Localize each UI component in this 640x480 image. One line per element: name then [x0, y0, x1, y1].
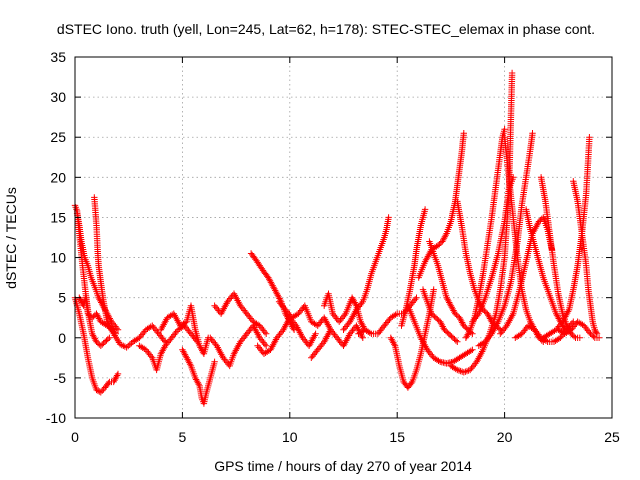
data-arc-6 [136, 322, 201, 374]
y-tick-label: 5 [58, 290, 66, 306]
x-tick-label: 10 [282, 429, 298, 445]
x-axis-label: GPS time / hours of day 270 of year 2014 [214, 458, 472, 474]
data-arc-16 [340, 214, 392, 333]
plot-frame [74, 56, 613, 419]
data-points [71, 69, 603, 407]
y-tick-label: 30 [50, 89, 66, 105]
x-tick-label: 15 [389, 429, 405, 445]
data-arc-13 [275, 298, 334, 333]
x-tick-label: 5 [179, 429, 187, 445]
data-arc-14 [308, 322, 366, 361]
x-tick-label: 0 [71, 429, 79, 445]
grid-lines [75, 57, 612, 418]
y-tick-labels: -10 -5 0 5 10 15 20 25 30 35 [46, 49, 66, 426]
x-tick-labels: 0 5 10 15 20 25 [71, 429, 620, 445]
data-arc-28 [469, 174, 517, 325]
x-tick-label: 25 [604, 429, 620, 445]
data-arc-21 [419, 286, 461, 345]
data-arc-36 [555, 318, 603, 341]
data-arc-10 [211, 290, 270, 337]
data-arc-9 [207, 322, 270, 370]
data-arc-7 [157, 302, 212, 357]
data-arc-35 [570, 178, 601, 337]
chart-title: dSTEC Iono. truth (yell, Lon=245, Lat=62… [57, 21, 595, 37]
y-tick-label: 20 [50, 169, 66, 185]
tick-marks [74, 56, 613, 419]
y-axis-label: dSTEC / TECUs [3, 187, 19, 289]
y-tick-label: 25 [50, 129, 66, 145]
data-arc-33 [537, 174, 583, 341]
y-tick-label: -5 [54, 370, 67, 386]
y-tick-label: 35 [50, 49, 66, 65]
y-tick-label: 15 [50, 209, 66, 225]
data-arc-27 [475, 130, 536, 349]
data-arc-19 [398, 206, 429, 329]
data-arc-8 [179, 346, 218, 407]
data-arc-20 [404, 302, 476, 367]
x-tick-label: 20 [497, 429, 513, 445]
y-tick-label: 10 [50, 250, 66, 266]
y-tick-label: 0 [58, 330, 66, 346]
data-arc-23 [426, 238, 476, 337]
data-arc-32 [522, 206, 568, 333]
y-tick-label: -10 [46, 410, 66, 426]
data-arc-5 [104, 318, 169, 351]
